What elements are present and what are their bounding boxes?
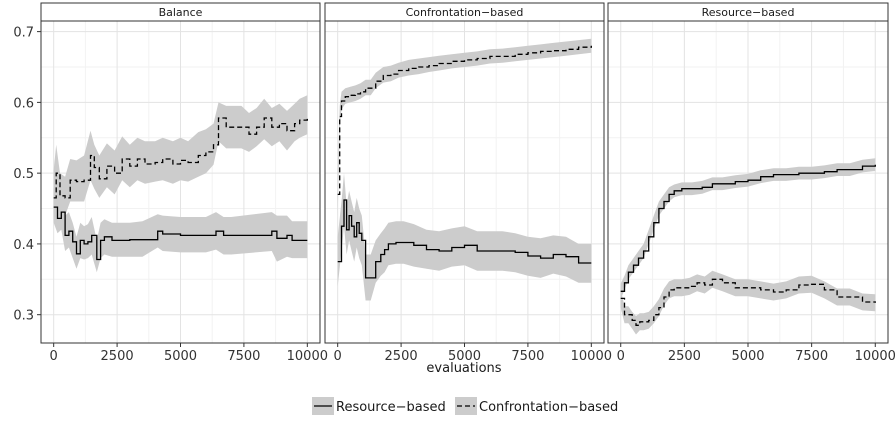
x-tick-label: 10000 xyxy=(855,349,896,364)
x-tick-label: 7500 xyxy=(511,349,544,364)
y-tick-label: 0.6 xyxy=(13,96,34,111)
facet-title: Resource−based xyxy=(702,6,795,19)
x-tick-label: 2500 xyxy=(668,349,701,364)
x-tick-label: 5000 xyxy=(448,349,481,364)
confidence-ribbon-resource xyxy=(620,158,876,300)
legend-label: Resource−based xyxy=(336,400,446,415)
confidence-ribbon-confrontation xyxy=(53,95,308,223)
x-tick-label: 5000 xyxy=(164,349,197,364)
series-line-resource xyxy=(53,206,308,261)
x-tick-label: 5000 xyxy=(731,349,764,364)
x-tick-label: 2500 xyxy=(385,349,418,364)
y-tick-label: 0.4 xyxy=(13,238,34,253)
confidence-ribbon-resource xyxy=(337,173,592,301)
confidence-ribbon-confrontation xyxy=(620,270,876,335)
x-tick-label: 0 xyxy=(50,349,58,364)
y-tick-label: 0.5 xyxy=(13,167,34,182)
y-tick-label: 0.7 xyxy=(13,26,34,41)
x-tick-label: 7500 xyxy=(227,349,260,364)
x-tick-label: 10000 xyxy=(287,349,328,364)
legend-label: Confrontation−based xyxy=(479,400,618,415)
series-line-confrontation xyxy=(620,278,876,326)
series-line-resource xyxy=(337,199,592,279)
facet-title: Confrontation−based xyxy=(406,6,524,19)
x-axis-title: evaluations xyxy=(426,361,501,376)
facet-title: Balance xyxy=(159,6,203,19)
x-tick-label: 7500 xyxy=(795,349,828,364)
x-tick-label: 10000 xyxy=(571,349,612,364)
series-line-confrontation xyxy=(53,116,308,199)
x-tick-label: 0 xyxy=(334,349,342,364)
x-tick-label: 2500 xyxy=(101,349,134,364)
y-tick-label: 0.3 xyxy=(13,309,34,324)
series-line-resource xyxy=(620,164,876,292)
series-line-confrontation xyxy=(337,45,592,196)
x-tick-label: 0 xyxy=(617,349,625,364)
confidence-ribbon-resource xyxy=(53,187,308,273)
